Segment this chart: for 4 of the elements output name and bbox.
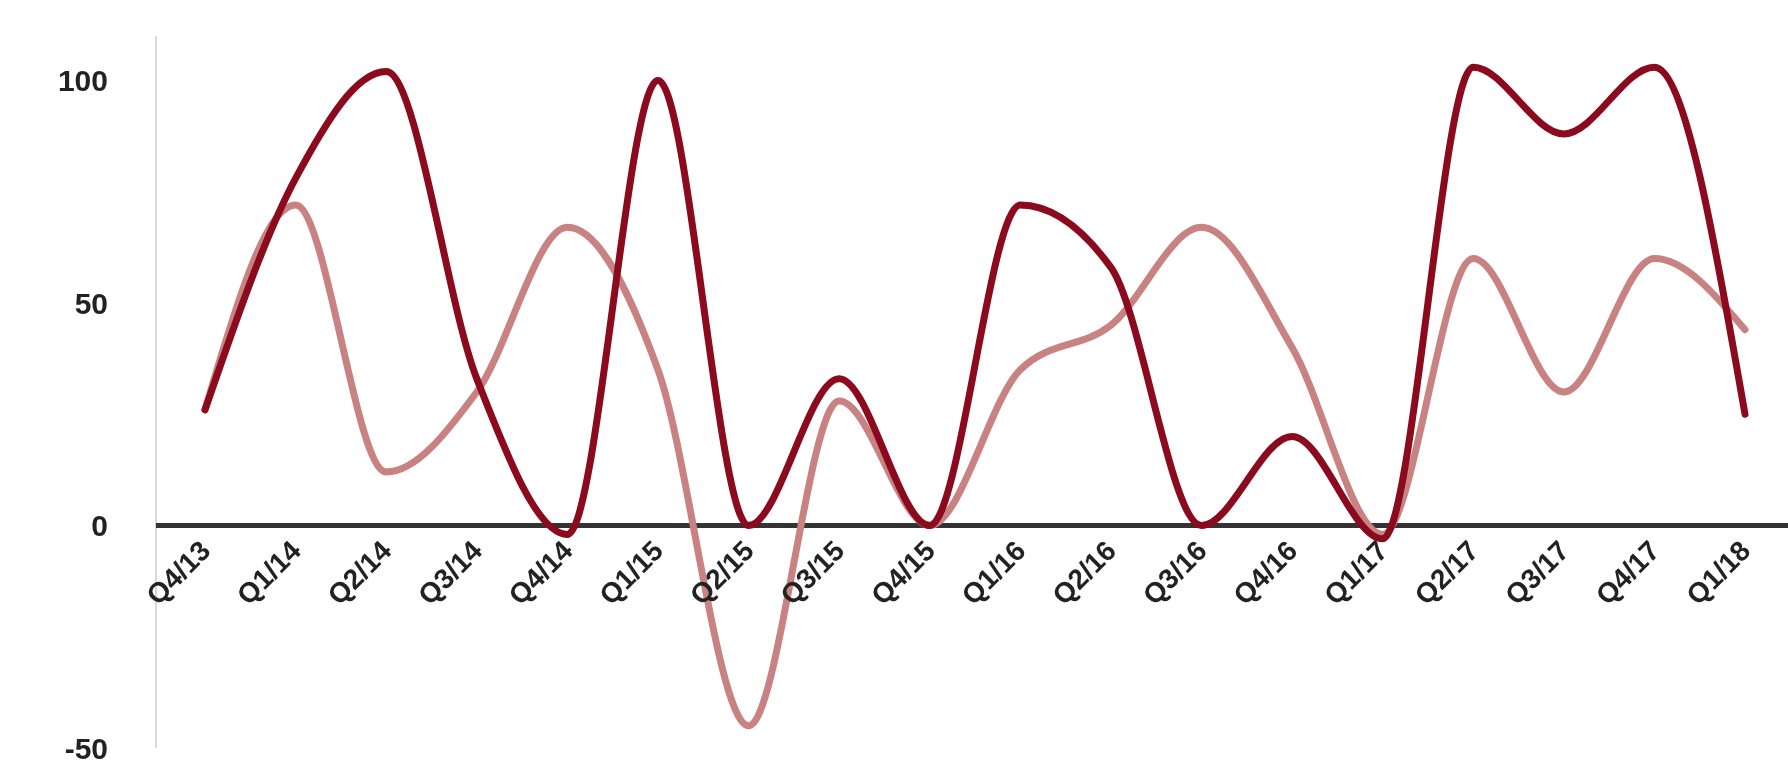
y-tick-label: -50	[64, 731, 108, 765]
y-tick-label: 50	[74, 286, 108, 320]
y-tick-label: 100	[57, 64, 108, 97]
y-tick-label: 0	[91, 509, 108, 542]
